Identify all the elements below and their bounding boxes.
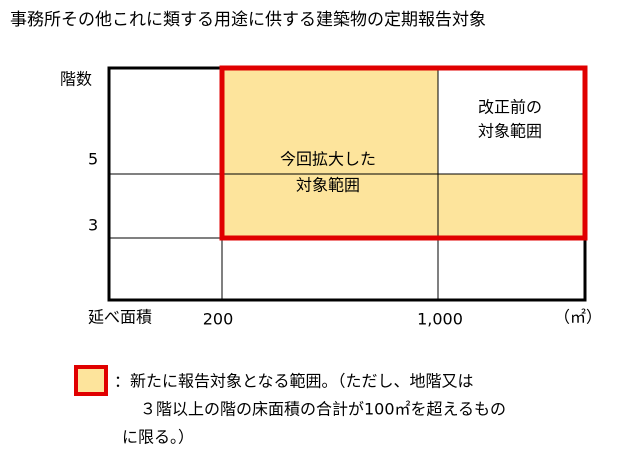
- legend-text: ３階以上の階の床面積の合計が100㎡を超えるもの: [140, 400, 506, 419]
- new-area: [438, 174, 585, 238]
- unit: （㎡）: [554, 308, 602, 327]
- legend-text: に限る。）: [122, 428, 194, 447]
- legend-swatch: [74, 365, 108, 396]
- region-label: 対象範囲: [478, 122, 542, 141]
- title: 事務所その他これに類する用途に供する建築物の定期報告対象: [10, 10, 486, 30]
- y-mark: 5: [88, 150, 98, 169]
- new-area: [222, 68, 438, 238]
- region-label: 対象範囲: [296, 176, 360, 195]
- region-label: 今回拡大した: [280, 150, 376, 169]
- red-border: [219, 65, 588, 241]
- x-label: 延べ面積: [88, 308, 152, 327]
- x-mark: 200: [203, 310, 234, 329]
- x-mark: 1,000: [417, 310, 463, 329]
- region-label: 改正前の: [478, 98, 542, 117]
- y-label: 階数: [60, 70, 92, 89]
- legend-text: ：新たに報告対象となる範囲。（ただし、地階又は: [114, 372, 474, 391]
- y-mark: 3: [88, 216, 98, 235]
